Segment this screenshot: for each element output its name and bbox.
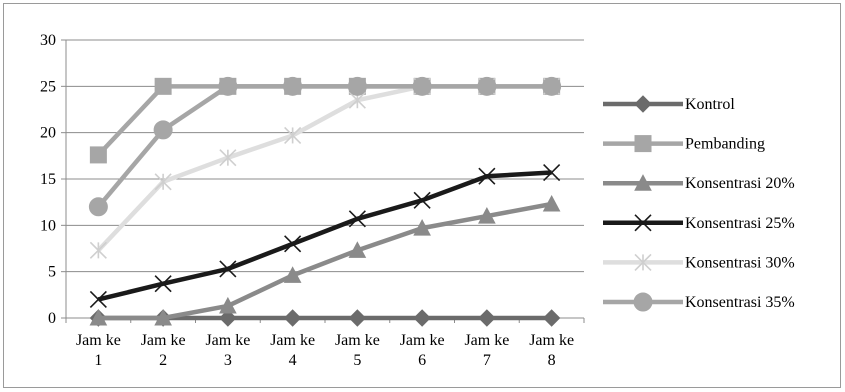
x-tick-label: Jam ke bbox=[464, 332, 509, 349]
x-tick-label: Jam ke bbox=[529, 332, 574, 349]
legend-marker bbox=[634, 214, 652, 232]
y-tick-label: 0 bbox=[48, 310, 56, 327]
legend-item: Pembanding bbox=[603, 135, 765, 153]
x-tick-label: 5 bbox=[353, 352, 361, 369]
data-point bbox=[478, 309, 496, 327]
y-tick-label: 25 bbox=[40, 78, 56, 95]
y-tick-label: 30 bbox=[40, 32, 56, 49]
legend-label: Konsentrasi 25% bbox=[685, 215, 795, 232]
y-tick-label: 20 bbox=[40, 125, 56, 142]
series-5 bbox=[88, 76, 562, 217]
x-marker-stroke bbox=[543, 163, 561, 182]
data-point bbox=[477, 76, 497, 96]
data-point bbox=[543, 163, 561, 182]
x-marker-stroke bbox=[348, 210, 366, 228]
data-point bbox=[413, 219, 431, 236]
data-point bbox=[219, 309, 237, 327]
data-point bbox=[542, 194, 561, 212]
data-point bbox=[154, 173, 172, 191]
y-tick-label: 10 bbox=[40, 217, 56, 234]
x-tick-label: Jam ke bbox=[76, 332, 121, 349]
legend-label: Konsentrasi 20% bbox=[685, 175, 795, 192]
legend-item: Konsentrasi 35% bbox=[603, 292, 795, 312]
x-tick-label: 4 bbox=[289, 352, 297, 369]
x-marker-stroke bbox=[154, 275, 172, 293]
x-tick-label: 2 bbox=[159, 352, 167, 369]
series-line bbox=[98, 201, 553, 321]
legend-label: Konsentrasi 35% bbox=[685, 294, 795, 311]
series-2 bbox=[89, 194, 561, 326]
legend-marker bbox=[634, 174, 652, 191]
data-point bbox=[542, 76, 562, 96]
series-line bbox=[97, 170, 552, 302]
data-point bbox=[89, 241, 107, 259]
x-tick-label: 6 bbox=[418, 352, 426, 369]
series-line bbox=[96, 84, 552, 157]
x-tick-label: Jam ke bbox=[141, 332, 186, 349]
legend-label: Pembanding bbox=[685, 136, 765, 153]
data-point bbox=[89, 146, 107, 164]
data-point bbox=[283, 309, 302, 327]
legend-marker bbox=[634, 95, 652, 113]
data-point bbox=[154, 275, 172, 293]
data-point bbox=[348, 210, 366, 228]
data-point bbox=[347, 76, 367, 96]
series-line bbox=[96, 84, 552, 209]
data-point bbox=[153, 120, 173, 140]
data-point bbox=[219, 260, 237, 278]
data-point bbox=[284, 126, 302, 145]
data-point bbox=[283, 266, 302, 283]
x-tick-label: 1 bbox=[94, 352, 102, 369]
data-point bbox=[154, 77, 172, 95]
x-tick-label: 8 bbox=[548, 352, 556, 369]
data-point bbox=[283, 76, 303, 96]
legend: Kontrol Pembanding Konsentrasi 20% Konsentr… bbox=[603, 95, 795, 312]
data-point bbox=[89, 308, 108, 326]
x-marker-stroke bbox=[284, 235, 302, 253]
data-point bbox=[412, 76, 432, 96]
data-point bbox=[478, 207, 496, 224]
legend-label: Kontrol bbox=[685, 96, 735, 113]
x-marker-stroke bbox=[478, 167, 496, 185]
data-point bbox=[219, 296, 237, 314]
data-point bbox=[219, 149, 237, 167]
x-marker-stroke bbox=[413, 191, 431, 209]
x-tick-label: 3 bbox=[224, 352, 232, 369]
legend-marker bbox=[634, 135, 652, 153]
x-tick-label: 7 bbox=[483, 352, 491, 369]
data-point bbox=[348, 309, 367, 327]
x-marker-stroke bbox=[634, 214, 652, 232]
x-tick-label: Jam ke bbox=[335, 332, 380, 349]
legend-marker bbox=[634, 253, 652, 271]
x-tick-label: Jam ke bbox=[400, 332, 445, 349]
data-point bbox=[154, 308, 172, 326]
y-tick-label: 15 bbox=[40, 171, 56, 188]
axes: 0 5 10 15 20 25 30 Jam ke 1 Jam ke 2 Jam ke 3 Jam ke 4… bbox=[40, 32, 585, 369]
data-point bbox=[542, 309, 561, 327]
x-tick-label: Jam ke bbox=[270, 332, 315, 349]
data-point bbox=[348, 241, 367, 258]
legend-item: Kontrol bbox=[603, 95, 735, 113]
legend-marker bbox=[633, 292, 653, 312]
series-lines bbox=[88, 76, 562, 327]
legend-item: Konsentrasi 30% bbox=[603, 253, 795, 271]
data-point bbox=[284, 235, 302, 253]
legend-label: Konsentrasi 30% bbox=[685, 254, 795, 271]
data-point bbox=[478, 167, 496, 185]
legend-item: Konsentrasi 25% bbox=[603, 214, 795, 232]
data-point bbox=[413, 309, 431, 327]
x-marker-stroke bbox=[219, 260, 237, 278]
data-point bbox=[88, 197, 108, 217]
data-point bbox=[413, 191, 431, 209]
legend-item: Konsentrasi 20% bbox=[603, 174, 795, 192]
data-point bbox=[89, 290, 107, 309]
y-tick-label: 5 bbox=[48, 264, 56, 281]
data-point bbox=[218, 76, 238, 96]
x-marker-stroke bbox=[89, 290, 107, 309]
x-tick-label: Jam ke bbox=[205, 332, 250, 349]
series-3 bbox=[89, 163, 561, 309]
